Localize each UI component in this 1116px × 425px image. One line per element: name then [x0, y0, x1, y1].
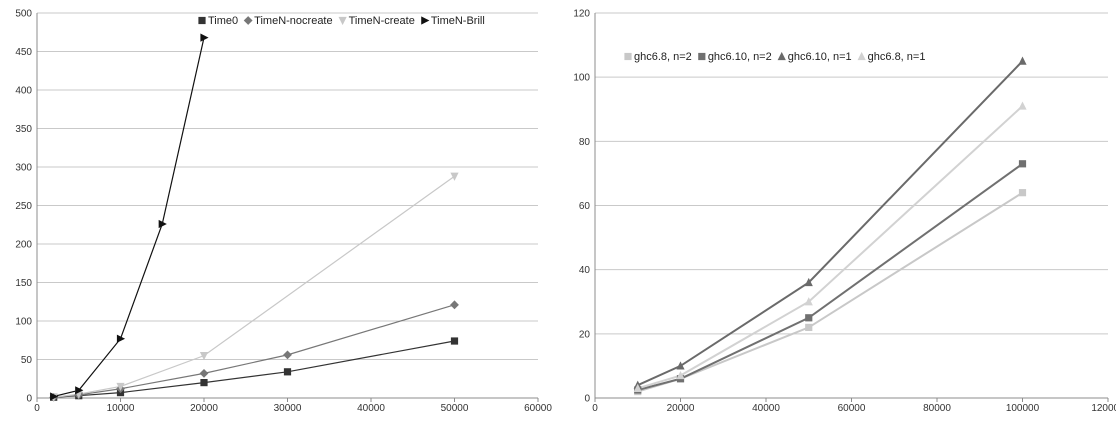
x-tick-label: 30000 — [274, 403, 302, 414]
legend-label: TimeN-Brill — [431, 15, 485, 27]
x-tick-label: 100000 — [1006, 403, 1040, 414]
series-line — [53, 340, 455, 398]
legend-marker — [243, 16, 253, 25]
legend-marker — [857, 51, 866, 61]
legend-marker — [338, 16, 347, 26]
legend-marker — [198, 16, 206, 25]
y-tick-label: 0 — [26, 394, 32, 405]
x-tick-label: 20000 — [667, 403, 695, 414]
series-line — [637, 162, 1024, 391]
legend-label: ghc6.8, n=2 — [634, 51, 692, 63]
y-tick-label: 20 — [579, 329, 591, 340]
y-tick-label: 250 — [15, 201, 32, 212]
data-point — [50, 392, 59, 401]
y-tick-label: 60 — [579, 201, 591, 212]
data-point — [200, 379, 208, 387]
data-point — [199, 352, 209, 361]
series-line — [53, 304, 455, 398]
x-tick-label: 80000 — [923, 403, 951, 414]
legend-label: ghc6.10, n=2 — [708, 51, 772, 63]
x-tick-label: 0 — [592, 403, 598, 414]
y-tick-label: 100 — [573, 73, 590, 84]
y-tick-label: 50 — [21, 355, 33, 366]
x-tick-label: 40000 — [357, 403, 385, 414]
series-line — [637, 191, 1024, 393]
y-tick-label: 100 — [15, 317, 32, 328]
legend-label: TimeN-nocreate — [254, 15, 332, 27]
x-tick-label: 50000 — [441, 403, 469, 414]
x-tick-label: 60000 — [838, 403, 866, 414]
y-tick-label: 80 — [579, 137, 591, 148]
x-tick-label: 60000 — [524, 403, 552, 414]
data-point — [116, 334, 126, 343]
data-point — [805, 323, 813, 332]
data-point — [1018, 56, 1027, 65]
data-point — [158, 219, 167, 229]
y-tick-label: 150 — [15, 278, 32, 289]
data-point — [75, 386, 84, 395]
data-point — [283, 350, 292, 360]
chart-left: 0 50 100 150 200 250 300 350 400 450 500 0 10000 2000… — [0, 0, 560, 420]
legend-marker — [624, 52, 632, 61]
y-tick-label: 500 — [15, 9, 32, 20]
legend-label: ghc6.10, n=1 — [788, 51, 852, 63]
legend-marker — [698, 52, 706, 61]
series-line — [637, 60, 1024, 387]
legend-label: TimeN-create — [349, 15, 415, 27]
data-point — [1018, 160, 1027, 168]
x-tick-label: 0 — [34, 403, 40, 414]
y-tick-label: 120 — [573, 9, 590, 20]
data-point — [676, 370, 685, 380]
y-tick-label: 40 — [579, 265, 591, 276]
legend-marker — [777, 51, 786, 61]
data-point — [450, 300, 459, 310]
chart-left-svg: 0 50 100 150 200 250 300 350 400 450 500 0 10000 2000… — [15, 9, 552, 415]
data-point — [199, 368, 209, 378]
chart-right-svg: 0 20 40 60 80 100 120 0 20000 40000 60000 80000 1000… — [573, 9, 1116, 415]
y-tick-label: 0 — [584, 394, 590, 405]
chart-right: 0 20 40 60 80 100 120 0 20000 40000 60000 80000 1000… — [560, 0, 1116, 420]
x-tick-label: 120000 — [1091, 403, 1116, 414]
y-tick-label: 400 — [15, 86, 32, 97]
data-point — [676, 361, 685, 370]
data-point — [200, 33, 209, 42]
data-point — [633, 383, 642, 392]
y-tick-label: 350 — [15, 124, 32, 135]
data-point — [804, 297, 813, 306]
data-point — [116, 382, 125, 392]
data-point — [804, 277, 813, 287]
data-point — [805, 314, 813, 322]
legend-marker — [421, 16, 430, 25]
series-line — [53, 175, 455, 398]
x-tick-label: 20000 — [190, 403, 218, 414]
data-point — [450, 172, 459, 181]
x-tick-label: 40000 — [752, 403, 780, 414]
y-tick-label: 300 — [15, 163, 32, 174]
data-point — [450, 337, 459, 345]
y-tick-label: 200 — [15, 240, 32, 251]
legend-label: Time0 — [208, 15, 238, 27]
series-line — [637, 105, 1024, 390]
y-tick-label: 450 — [15, 47, 32, 58]
series-line — [53, 37, 205, 398]
legend-label: ghc6.8, n=1 — [868, 51, 926, 63]
data-point — [283, 368, 292, 376]
data-point — [1018, 189, 1027, 197]
x-tick-label: 10000 — [107, 403, 135, 414]
data-point — [1018, 101, 1027, 110]
